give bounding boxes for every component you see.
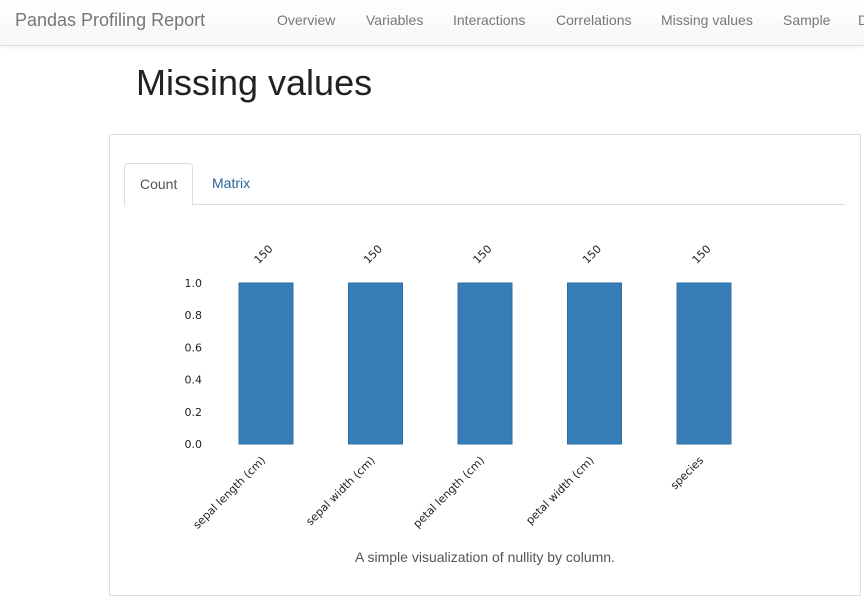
nav-link-variables[interactable]: Variables (366, 12, 424, 28)
bar-5 (676, 282, 732, 445)
nav-link-sample[interactable]: Sample (783, 12, 831, 28)
bar-4 (567, 282, 622, 445)
nav-link-overview[interactable]: Overview (277, 12, 336, 28)
missing-values-panel: Count Matrix 0.0 0.2 0.4 0.6 0.8 1.0 150 sepal … (109, 134, 861, 596)
tab-matrix[interactable]: Matrix (212, 175, 251, 191)
tabs-divider (124, 204, 845, 205)
nav-link-truncated[interactable]: D (858, 12, 864, 28)
y-tick-label: 0.4 (185, 374, 203, 387)
x-category-label: sepal length (cm) (191, 454, 269, 532)
bar-value-label: 150 (690, 243, 714, 267)
x-category-label: petal width (cm) (523, 454, 596, 527)
y-tick-label: 0.6 (185, 341, 203, 354)
x-category-label: petal length (cm) (411, 454, 488, 531)
bar-value-label: 150 (252, 243, 276, 267)
y-tick-label: 1.0 (185, 277, 203, 290)
chart-caption: A simple visualization of nullity by col… (355, 549, 615, 565)
y-tick-label: 0.0 (185, 438, 203, 451)
navbar: Pandas Profiling Report Overview Variabl… (0, 0, 864, 46)
nullity-count-chart: 0.0 0.2 0.4 0.6 0.8 1.0 150 sepal length (cm) 15… (185, 243, 732, 532)
page-title: Missing values (136, 62, 373, 103)
y-tick-label: 0.2 (185, 406, 203, 419)
nav-link-interactions[interactable]: Interactions (453, 12, 526, 28)
bar-3 (457, 282, 513, 445)
navbar-brand[interactable]: Pandas Profiling Report (15, 10, 206, 30)
y-tick-label: 0.8 (185, 309, 203, 322)
x-category-label: sepal width (cm) (303, 454, 377, 528)
x-category-label: species (668, 454, 706, 492)
tab-count[interactable]: Count (124, 163, 194, 206)
bar-1 (238, 282, 294, 445)
bar-value-label: 150 (471, 243, 495, 267)
nav-link-correlations[interactable]: Correlations (556, 12, 632, 28)
bar-2 (348, 282, 403, 445)
bar-value-label: 150 (361, 243, 385, 267)
bar-value-label: 150 (580, 243, 604, 267)
nav-link-missing-values[interactable]: Missing values (661, 12, 753, 28)
